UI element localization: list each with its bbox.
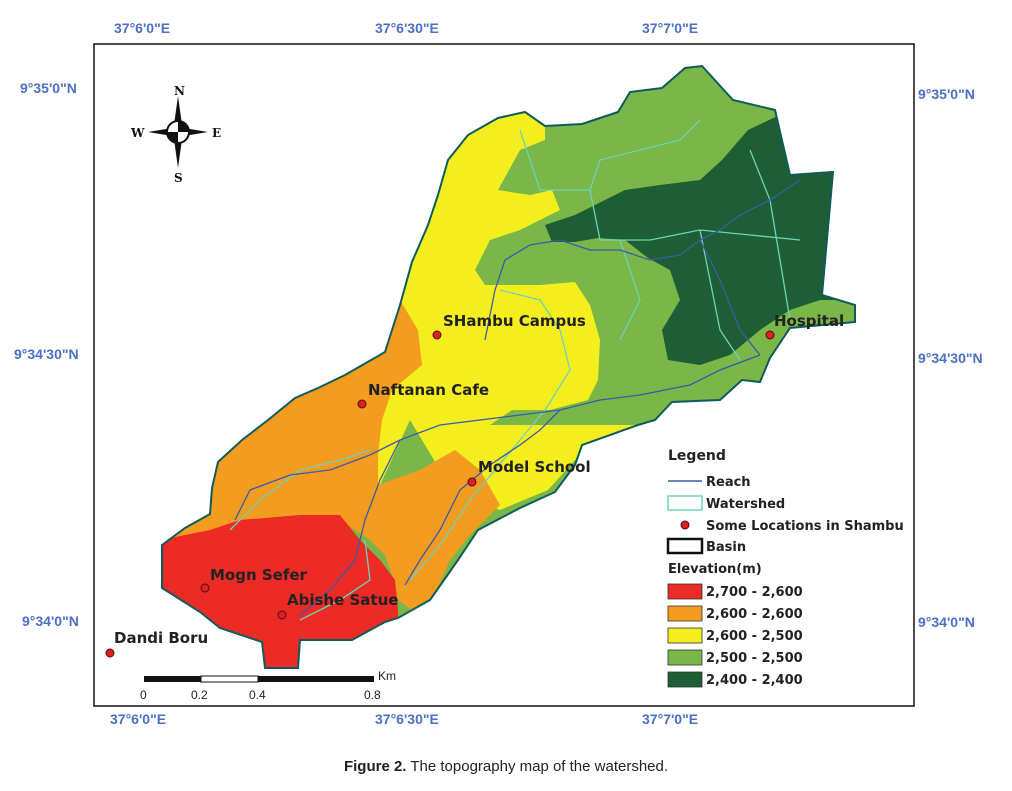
legend-location-label: Some Locations in Shambu	[706, 519, 904, 534]
lon-tick-bottom-3: 37°7'0"E	[642, 711, 698, 727]
location-label-hospital: Hospital	[774, 312, 844, 330]
lon-tick-top-1: 37°6'0"E	[114, 20, 170, 36]
location-marker-naftanan-cafe	[357, 399, 367, 409]
lat-tick-right-1: 9°35'0"N	[918, 86, 975, 102]
legend-location-symbol	[680, 520, 690, 530]
location-marker-dandi-boru	[105, 648, 115, 658]
basin-outline	[161, 64, 856, 669]
location-marker-shambu-campus	[432, 330, 442, 340]
location-label-naftanan-cafe: Naftanan Cafe	[368, 381, 489, 399]
lon-tick-top-2: 37°6'30"E	[375, 20, 439, 36]
location-label-mogn-sefer: Mogn Sefer	[210, 566, 308, 584]
scale-bar: 0 0.2 0.4 0.8 Km	[140, 669, 396, 702]
legend-elevation-label-4: 2,500 - 2,500	[706, 651, 803, 666]
lat-tick-left-3: 9°34'0"N	[22, 613, 79, 629]
legend-basin-label: Basin	[706, 540, 746, 555]
location-label-dandi-boru: Dandi Boru	[114, 629, 208, 647]
scale-label-0: 0	[140, 688, 147, 702]
north-label: N	[174, 84, 185, 98]
location-label-abishe-satue: Abishe Satue	[287, 591, 398, 609]
east-label: E	[212, 126, 221, 140]
figure-caption-text: The topography map of the watershed.	[406, 758, 669, 775]
legend-elevation-label-5: 2,400 - 2,400	[706, 673, 803, 688]
lat-tick-right-3: 9°34'0"N	[918, 614, 975, 630]
scale-label-1: 0.2	[191, 688, 208, 702]
lon-tick-top-3: 37°7'0"E	[642, 20, 698, 36]
legend-elevation-label-1: 2,700 - 2,600	[706, 585, 803, 600]
west-label: W	[130, 126, 145, 140]
south-label: S	[174, 171, 183, 185]
location-marker-model-school	[467, 477, 477, 487]
legend-watershed-label: Watershed	[706, 497, 785, 512]
location-markers: SHambu Campus Naftanan Cafe Model School…	[105, 312, 844, 658]
lat-tick-right-2: 9°34'30"N	[918, 350, 983, 366]
location-label-shambu-campus: SHambu Campus	[443, 312, 586, 330]
legend-title: Legend	[668, 448, 726, 464]
legend-watershed-symbol	[667, 495, 703, 511]
legend-elevation-label-3: 2,600 - 2,500	[706, 629, 803, 644]
scale-label-2: 0.4	[249, 688, 266, 702]
elevation-zone-2400-low	[545, 110, 850, 365]
legend-elevation-swatch-1	[667, 583, 703, 600]
legend: Legend Reach Watershed Some Locations in…	[666, 448, 904, 688]
lon-tick-bottom-1: 37°6'0"E	[110, 711, 166, 727]
figure-caption-label: Figure 2.	[343, 758, 407, 775]
watershed-lines	[229, 119, 801, 621]
legend-elevation-swatch-2	[667, 605, 703, 622]
location-marker-abishe-satue	[277, 610, 287, 620]
legend-elevation-label-2: 2,600 - 2,600	[706, 607, 803, 622]
location-marker-hospital	[765, 330, 775, 340]
location-marker-mogn-sefer	[200, 583, 210, 593]
lat-tick-left-1: 9°35'0"N	[20, 80, 77, 96]
legend-elevation-swatch-3	[667, 627, 703, 644]
legend-basin-symbol	[666, 537, 704, 555]
north-arrow: N S E W	[130, 84, 221, 185]
reach-lines	[234, 179, 801, 616]
legend-elevation-swatch-5	[667, 671, 703, 688]
figure-caption: Figure 2. The topography map of the wate…	[0, 758, 1012, 775]
legend-elevation-swatch-4	[667, 649, 703, 666]
scale-unit: Km	[378, 669, 396, 683]
lon-tick-bottom-2: 37°6'30"E	[375, 711, 439, 727]
lat-tick-left-2: 9°34'30"N	[14, 346, 79, 362]
location-label-model-school: Model School	[478, 458, 591, 476]
legend-reach-label: Reach	[706, 475, 751, 490]
legend-elevation-title: Elevation(m)	[668, 562, 762, 577]
scale-label-3: 0.8	[364, 688, 381, 702]
